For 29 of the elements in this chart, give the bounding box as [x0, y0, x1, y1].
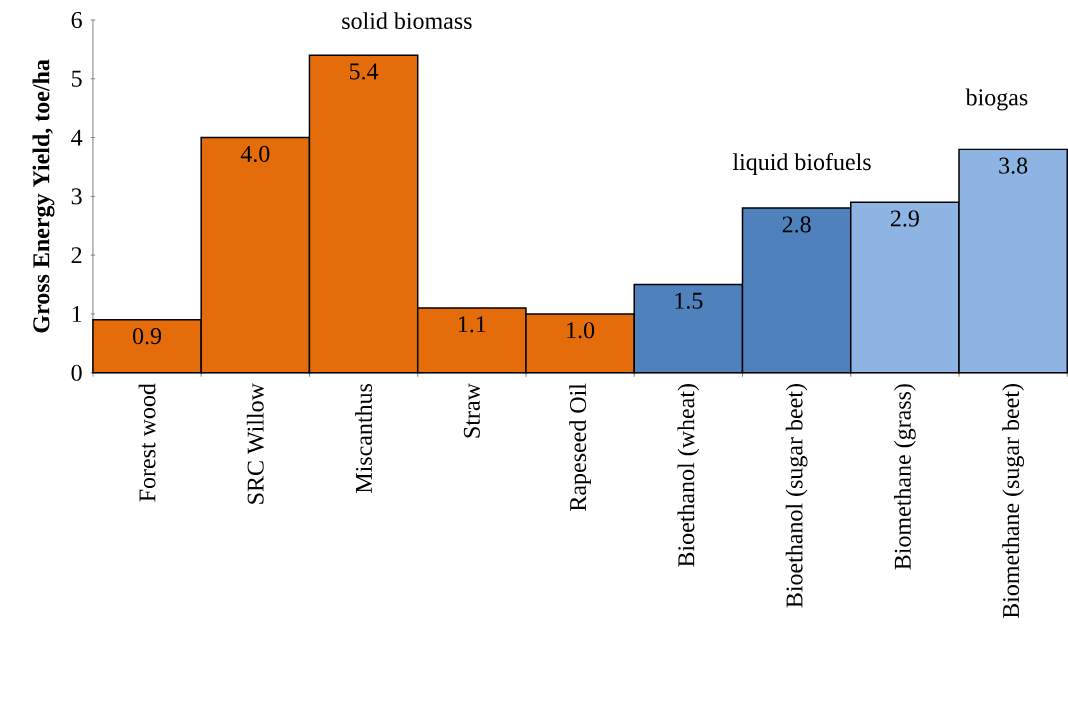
- annotation: solid biomass: [342, 12, 472, 30]
- x-tick-label: Forest wood: [138, 383, 156, 502]
- x-tick-label: Biomethane (sugar beet): [1002, 384, 1025, 619]
- y-tick-label: 0: [71, 364, 82, 382]
- x-tick-label: Bioethanol (sugar beet): [785, 384, 808, 608]
- x-tick-label: Straw: [463, 383, 480, 438]
- x-tick-label: SRC Willow: [246, 383, 264, 505]
- x-tick-label: Miscanthus: [355, 384, 373, 494]
- x-tick-label: Bioethanol (wheat): [677, 384, 700, 568]
- x-tick-label: Rapeseed Oil: [569, 383, 591, 512]
- y-tick-label: 5: [72, 71, 82, 87]
- data-label: 1.5: [675, 292, 703, 310]
- data-label: 3.8: [999, 157, 1028, 175]
- data-label: 1.1: [458, 316, 486, 333]
- y-tick-label: 1: [72, 306, 82, 323]
- y-axis-title: Gross Energy Yield, toe/ha: [32, 59, 55, 333]
- annotation: liquid biofuels: [732, 153, 871, 176]
- data-label: 0.9: [132, 328, 162, 345]
- y-tick-label: 6: [71, 12, 82, 29]
- y-tick-label: 2: [71, 247, 82, 264]
- data-label: 2.8: [782, 216, 811, 233]
- x-tick-label: Biomethane (grass): [893, 384, 916, 570]
- y-tick-label: 3: [71, 188, 82, 205]
- data-label: 1.0: [567, 322, 595, 339]
- data-label: 2.9: [890, 210, 919, 227]
- data-label: 4.0: [240, 146, 270, 163]
- annotation: biogas: [965, 88, 1028, 111]
- y-tick-label: 4: [71, 129, 83, 146]
- data-label: 5.4: [349, 63, 379, 80]
